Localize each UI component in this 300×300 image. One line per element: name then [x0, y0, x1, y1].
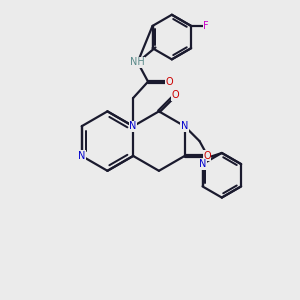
Text: N: N — [181, 121, 188, 131]
Text: N: N — [130, 121, 137, 131]
Text: N: N — [199, 159, 206, 169]
Text: F: F — [203, 21, 209, 31]
Text: O: O — [203, 151, 211, 161]
Text: O: O — [172, 90, 179, 100]
Text: O: O — [165, 76, 173, 87]
Text: N: N — [78, 151, 85, 161]
Text: NH: NH — [130, 57, 145, 67]
